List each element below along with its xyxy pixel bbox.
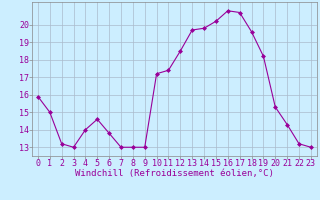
- X-axis label: Windchill (Refroidissement éolien,°C): Windchill (Refroidissement éolien,°C): [75, 169, 274, 178]
